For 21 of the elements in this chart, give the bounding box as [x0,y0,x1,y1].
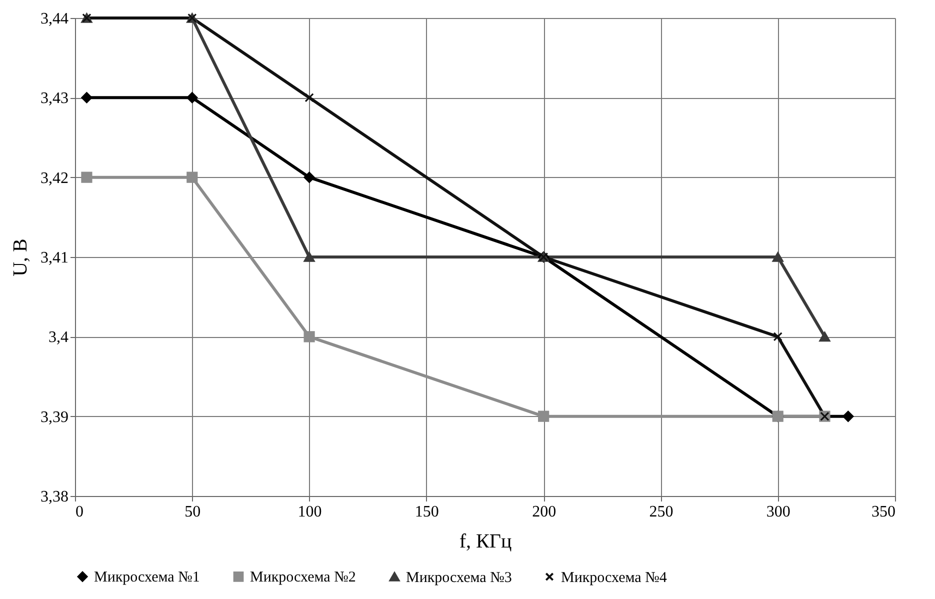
x-tick-label: 150 [414,504,439,520]
y-tick-label: 3,38 [40,488,68,506]
x-tick-label: 300 [766,504,790,520]
legend-label: Микросхема №1 [94,570,200,586]
legend-label: Микросхема №3 [406,570,512,586]
x-tick-label: 0 [76,504,84,520]
x-tick-label: 50 [184,504,201,520]
y-tick-label: 3,4 [48,329,68,346]
y-tick-label: 3,39 [40,408,68,426]
x-axis-title: f, КГц [459,530,512,552]
y-tick-label: 3,43 [40,90,68,108]
y-tick-label: 3,42 [40,170,68,187]
x-tick-label: 350 [872,504,896,520]
y-tick-label: 3,41 [40,250,68,266]
x-tick-label: 100 [298,504,322,520]
legend-label: Микросхема №4 [561,570,668,586]
y-tick-label: 3,44 [40,10,68,28]
y-axis-title: U, В [10,238,32,276]
x-tick-label: 200 [532,504,556,520]
legend-label: Микросхема №2 [250,570,356,586]
x-tick-label: 250 [649,504,674,520]
